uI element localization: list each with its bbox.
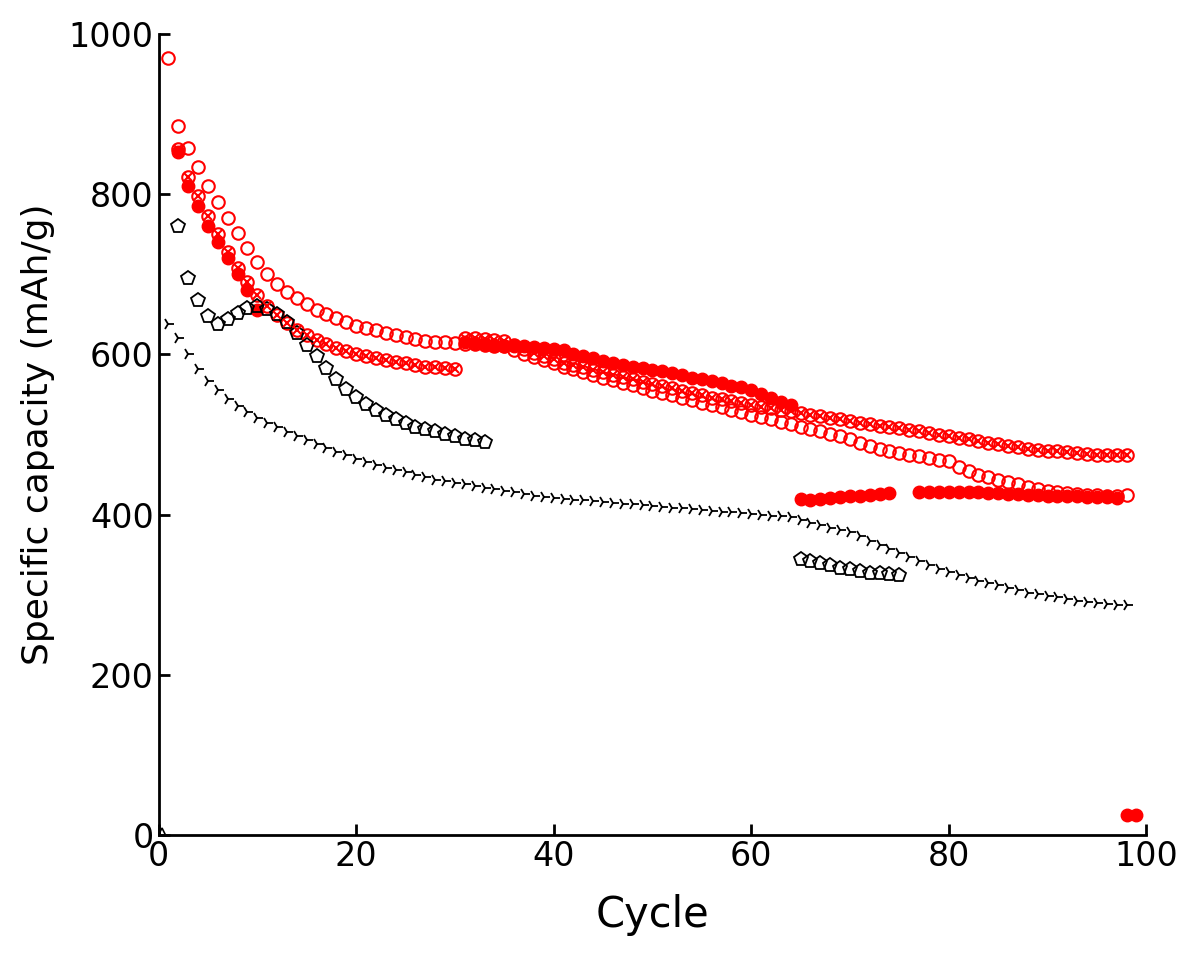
X-axis label: Cycle: Cycle bbox=[596, 894, 710, 936]
Y-axis label: Specific capacity (mAh/g): Specific capacity (mAh/g) bbox=[20, 204, 55, 665]
